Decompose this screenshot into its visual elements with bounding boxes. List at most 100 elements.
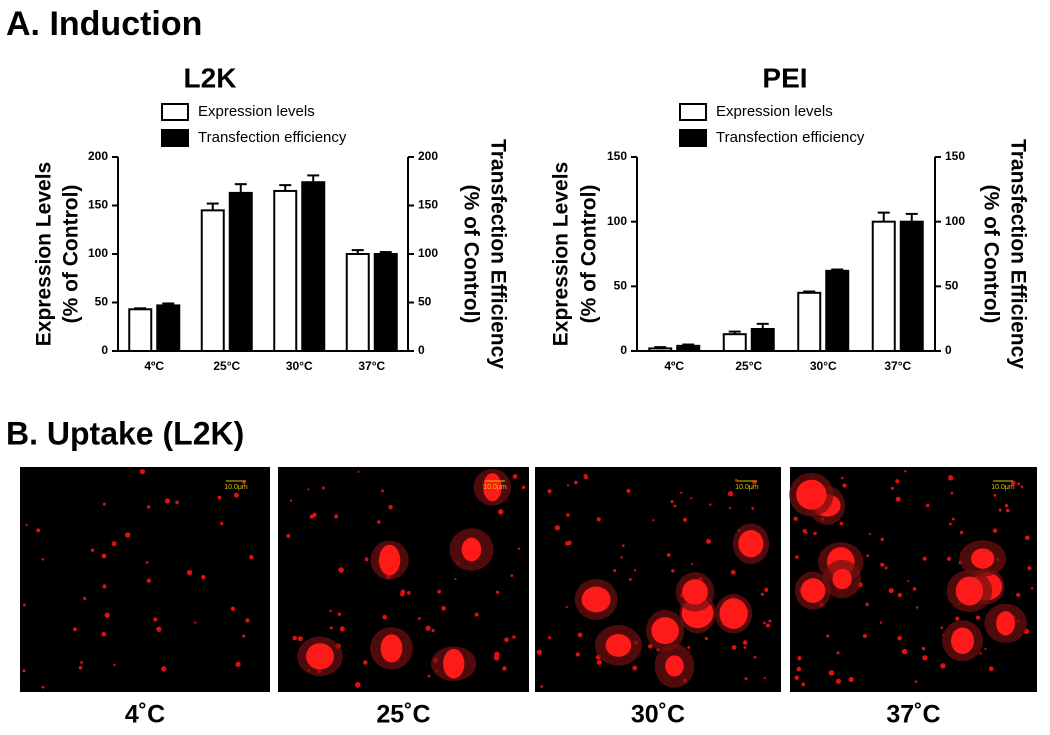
dot [504,637,509,643]
dot [113,663,116,667]
cell-nucleus [796,479,827,510]
y-label: (% of Control) [578,185,601,324]
dot [680,491,683,494]
dot [760,592,764,596]
dot [979,652,982,655]
dot [734,478,738,482]
dot [146,505,151,509]
dot [235,661,241,667]
dot [242,481,246,485]
dot [947,475,954,481]
dot [249,554,254,560]
dot [292,635,297,641]
dot [437,589,441,594]
dot [521,485,526,490]
dot [744,677,748,681]
dot [36,528,41,533]
y2-label: (% of Control) [979,185,1002,324]
dot [865,602,869,607]
dot [139,469,146,475]
dot [1005,508,1010,513]
cell-nucleus [581,586,611,613]
dot [836,651,840,655]
dot [795,555,799,559]
dot [628,577,632,581]
y2-label: Transfection Efficiency [1006,139,1029,369]
dot [406,590,411,595]
dot [959,530,964,535]
dot [801,682,806,687]
dot [940,626,944,629]
dot [955,616,960,621]
dot [41,558,45,561]
y-tick-label: 0 [620,343,627,357]
dot [946,556,952,561]
x-tick-label: 37°C [358,359,385,373]
dot [813,531,817,536]
dot [793,516,798,521]
dot [951,517,955,521]
dot [709,503,712,506]
dot [1010,480,1016,486]
dot [895,479,900,484]
dot [682,517,688,522]
dot [1027,566,1032,571]
bar [345,253,370,352]
dot [337,612,342,616]
dot [364,557,369,562]
dot [573,480,578,485]
image-label: 25˚C [376,701,430,729]
y2-tick-label: 0 [418,343,425,357]
dot [540,685,544,688]
y2-tick-label: 50 [418,295,432,309]
cell-nucleus [443,648,465,679]
dot [583,474,588,479]
dot [307,488,310,491]
dot [895,496,901,502]
legend-label: Expression levels [716,103,833,120]
dot [840,476,844,480]
dot [217,495,222,500]
dot [153,617,158,622]
dot [125,532,131,538]
panel-b-title: B. Uptake (L2K) [6,415,244,451]
dot [880,537,885,542]
dot [321,486,325,490]
y-label: (% of Control) [60,185,83,324]
bar [128,308,153,353]
dot [565,605,568,608]
y2-tick-label: 200 [418,149,438,163]
dot [577,632,583,638]
y2-label: Transfection Efficiency [486,139,509,369]
dot [22,603,26,607]
dot [80,660,84,664]
dot [727,491,734,497]
y2-tick-label: 100 [945,214,965,228]
dot [536,649,542,655]
dot [242,634,246,638]
bar [156,304,181,353]
dot [880,562,885,567]
dot [705,538,712,544]
x-tick-label: 4ºC [664,359,684,373]
dot [925,503,930,508]
dot [309,514,314,519]
dot [1004,504,1009,508]
dot [670,500,674,504]
cell-nucleus [971,548,995,569]
bar [273,189,298,352]
dot [633,569,637,572]
dot [566,513,570,517]
y2-tick-label: 50 [945,279,959,293]
x-tick-label: 37°C [884,359,911,373]
dot [329,626,333,630]
dot [145,561,149,564]
dot [731,645,737,650]
micrograph [20,467,270,692]
dot [377,520,381,524]
dot [289,499,293,502]
dot [690,497,693,500]
dot [354,682,361,688]
dot [575,652,580,657]
bar [722,333,747,353]
